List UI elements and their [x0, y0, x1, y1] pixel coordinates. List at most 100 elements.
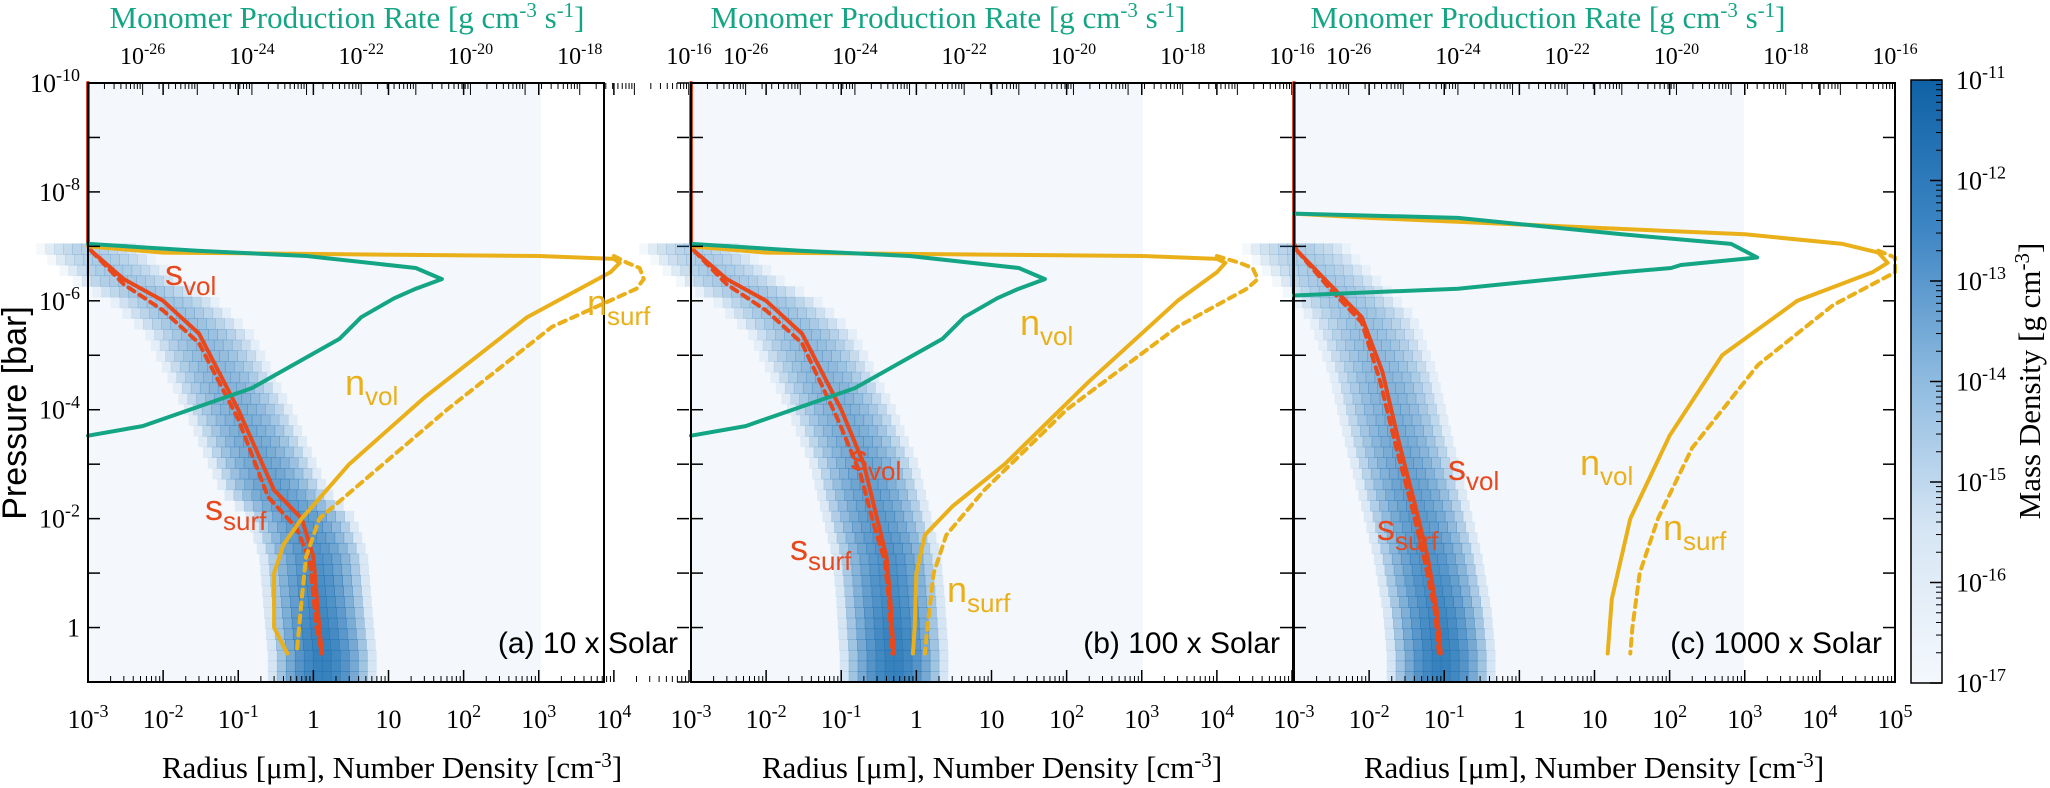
density-cell: [261, 361, 271, 373]
density-cell: [1386, 660, 1397, 672]
density-cell: [780, 339, 791, 351]
density-cell: [343, 585, 353, 597]
density-cell: [740, 296, 751, 309]
density-cell: [226, 478, 236, 491]
density-cell: [831, 425, 842, 437]
density-cell: [730, 275, 740, 287]
density-cell: [853, 393, 864, 405]
top-tick-label: 10-26: [1326, 41, 1371, 70]
top-tick-label: 10-18: [1160, 41, 1205, 70]
density-cell: [137, 296, 148, 309]
density-cell: [146, 286, 156, 298]
density-cell: [294, 660, 305, 672]
density-cell: [1281, 275, 1291, 287]
density-cell: [913, 478, 924, 491]
density-cell: [99, 275, 110, 287]
density-cell: [770, 371, 780, 384]
density-cell: [853, 585, 864, 597]
density-cell: [813, 446, 824, 458]
density-cell: [872, 457, 882, 469]
density-cell: [188, 414, 199, 426]
density-cell: [896, 564, 907, 576]
density-cell: [695, 286, 705, 298]
density-cell: [360, 575, 370, 587]
density-cell: [280, 585, 290, 597]
x-tick-label: 104: [1802, 701, 1837, 734]
density-cell: [316, 532, 327, 544]
density-cell: [839, 660, 850, 672]
density-cell: [276, 660, 287, 672]
density-cell: [283, 628, 294, 640]
density-cell: [764, 361, 775, 373]
panel-a: 10-3 10-2 10-1 1 10 102 103 104 10-26 10-24 10-22 1…: [30, 41, 712, 734]
density-cell: [1447, 521, 1457, 533]
top-tick-label: 10-24: [1435, 41, 1480, 70]
density-cell: [804, 425, 815, 437]
density-cell: [923, 564, 934, 576]
density-cell: [737, 318, 747, 330]
density-cell: [1360, 425, 1370, 437]
density-cell: [289, 478, 299, 491]
series-n-vol: [1292, 211, 1890, 656]
density-cell: [278, 489, 289, 501]
density-cell: [1458, 649, 1469, 662]
density-cell: [358, 649, 368, 662]
density-cell: [1424, 500, 1434, 512]
density-cell: [208, 382, 219, 394]
density-cell: [927, 607, 937, 619]
density-cell: [821, 468, 831, 480]
density-cell: [226, 329, 236, 341]
density-cell: [1336, 339, 1346, 351]
density-cell: [208, 329, 218, 341]
density-cell: [740, 286, 750, 298]
density-cell: [858, 510, 869, 523]
density-cell: [906, 575, 917, 587]
x-tick-label: 102: [1049, 701, 1084, 734]
density-cell: [675, 243, 685, 255]
density-cell: [1485, 639, 1495, 651]
density-cell: [217, 329, 227, 341]
density-cell: [1444, 596, 1454, 608]
density-cell: [350, 564, 361, 576]
density-cell: [804, 446, 815, 458]
density-cell: [137, 254, 147, 266]
density-cell: [213, 339, 224, 351]
density-cell: [1366, 521, 1376, 533]
density-cell: [902, 649, 913, 662]
density-cell: [244, 478, 254, 491]
density-cell: [1314, 243, 1324, 255]
density-cell: [807, 339, 818, 351]
density-cell: [1413, 457, 1423, 469]
density-cell: [251, 414, 262, 426]
density-cell: [1395, 532, 1406, 544]
density-cell: [855, 617, 866, 630]
density-cell: [1326, 275, 1336, 287]
density-cell: [204, 339, 215, 351]
density-cell: [90, 243, 100, 255]
density-cell: [243, 457, 254, 469]
density-cell: [168, 339, 179, 351]
density-cell: [1429, 564, 1440, 576]
density-cell: [298, 478, 308, 491]
density-cell: [917, 596, 928, 608]
density-cell: [265, 403, 275, 416]
density-cell: [758, 296, 769, 309]
density-cell: [1375, 307, 1386, 319]
density-cell: [1415, 393, 1426, 405]
density-cell: [1399, 596, 1409, 608]
density-cell: [271, 478, 281, 491]
panel-b-label-s-surf: ssurf: [790, 527, 852, 576]
density-cell: [753, 339, 764, 351]
density-cell: [866, 382, 876, 394]
density-cell: [848, 542, 858, 555]
density-cell: [854, 596, 864, 608]
density-cell: [321, 660, 332, 672]
density-cell: [743, 307, 753, 319]
density-cell: [855, 607, 865, 619]
panel-b-label-n-vol: nvol: [1020, 302, 1073, 351]
density-cell: [866, 542, 876, 555]
density-cell: [190, 329, 200, 341]
density-cell: [345, 607, 355, 619]
density-cell: [788, 307, 798, 319]
density-cell: [1371, 275, 1382, 287]
